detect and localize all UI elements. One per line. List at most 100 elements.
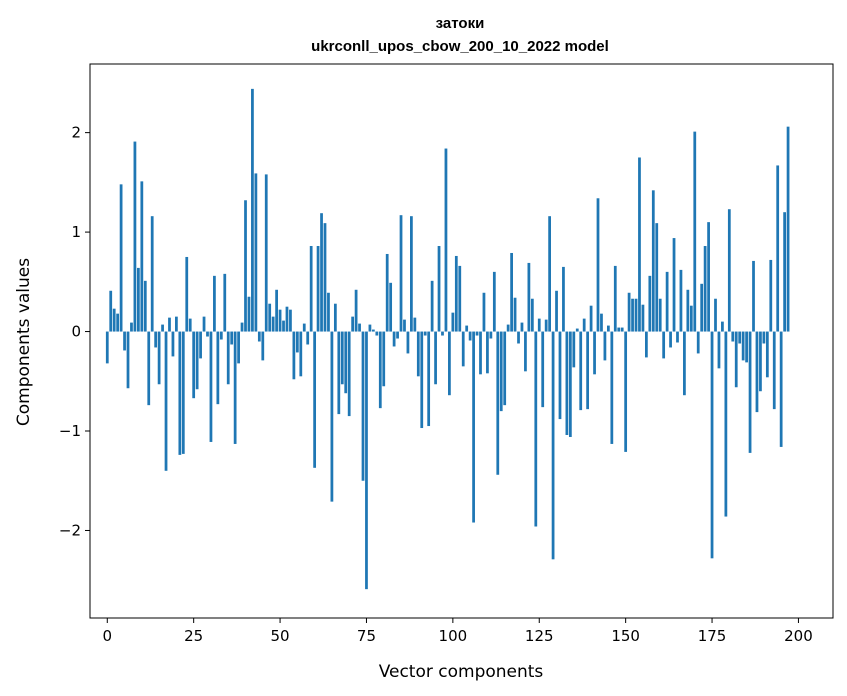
y-tick-label: 0	[71, 323, 81, 341]
bar-component-49	[275, 289, 278, 332]
bar-component-57	[302, 323, 306, 332]
bar-component-107	[475, 331, 479, 336]
bar-component-124	[534, 331, 538, 527]
bar-component-78	[375, 331, 379, 336]
bar-component-30	[209, 331, 213, 442]
bar-component-180	[727, 209, 731, 332]
bar-component-164	[672, 238, 676, 332]
bar-component-131	[558, 331, 562, 420]
bar-component-171	[696, 331, 700, 354]
bar-component-56	[299, 331, 303, 377]
bar-component-2	[112, 308, 116, 332]
bar-component-36	[230, 331, 234, 345]
plot-frame	[89, 63, 834, 619]
bar-component-138	[582, 318, 586, 332]
bar-component-132	[562, 266, 565, 332]
bar-component-87	[406, 331, 410, 354]
bar-component-48	[271, 316, 275, 332]
bar-component-24	[188, 318, 192, 332]
bar-component-114	[499, 331, 503, 412]
bar-component-11	[143, 280, 147, 332]
bar-component-17	[164, 331, 168, 471]
bar-component-20	[175, 316, 178, 332]
chart-title: затоки	[436, 15, 485, 32]
bar-component-185	[745, 331, 748, 363]
bar-component-39	[240, 322, 244, 332]
x-tick-label: 75	[357, 627, 376, 645]
bar-component-127	[544, 319, 548, 332]
bar-component-168	[686, 289, 690, 332]
bar-component-196	[783, 212, 786, 332]
bar-component-33	[219, 331, 223, 340]
bar-component-59	[309, 246, 313, 332]
bar-component-1	[109, 290, 113, 332]
bar-component-141	[593, 331, 596, 375]
bar-component-123	[530, 298, 534, 332]
bar-component-134	[568, 331, 572, 437]
bar-component-58	[306, 331, 310, 345]
bar-component-174	[707, 222, 710, 332]
bar-component-44	[257, 331, 261, 342]
bar-component-179	[724, 331, 728, 517]
bar-component-105	[468, 331, 472, 341]
bar-component-112	[492, 271, 496, 332]
bar-component-68	[340, 331, 344, 385]
bar-component-64	[327, 292, 330, 332]
bar-component-93	[427, 331, 431, 427]
bar-component-40	[244, 200, 247, 332]
bar-component-34	[223, 273, 227, 332]
bar-component-43	[254, 173, 258, 332]
bar-component-79	[378, 331, 382, 409]
bar-component-37	[233, 331, 237, 444]
bar-component-125	[537, 318, 541, 332]
bar-component-45	[261, 331, 265, 361]
bar-component-15	[157, 331, 161, 385]
bar-component-166	[679, 269, 683, 332]
bar-component-162	[665, 271, 669, 332]
bar-component-100	[451, 312, 455, 332]
bar-component-92	[423, 331, 427, 336]
bar-component-35	[226, 331, 230, 385]
bar-component-27	[199, 331, 202, 359]
bar-component-160	[658, 298, 662, 332]
y-tick-label: −1	[59, 422, 81, 440]
bar-component-106	[472, 331, 475, 523]
bar-component-173	[703, 246, 707, 332]
bar-component-149	[620, 327, 624, 332]
bar-component-70	[347, 331, 351, 417]
x-tick-label: 25	[184, 627, 203, 645]
bar-component-84	[396, 331, 399, 339]
bar-component-177	[717, 331, 721, 369]
bar-component-170	[693, 131, 697, 332]
bar-component-186	[748, 331, 752, 453]
bar-component-47	[268, 303, 272, 332]
bar-component-184	[741, 331, 745, 361]
bar-component-10	[140, 181, 144, 332]
bar-component-31	[213, 275, 216, 332]
y-tick-label: 2	[71, 124, 81, 142]
bar-component-4	[119, 184, 123, 332]
bar-component-6	[126, 331, 130, 389]
x-axis-label: Vector components	[379, 662, 544, 682]
bar-component-133	[565, 331, 569, 435]
bar-component-7	[130, 322, 133, 332]
bar-component-183	[738, 331, 742, 344]
bar-component-29	[206, 331, 209, 337]
bar-component-151	[627, 292, 631, 332]
bar-component-13	[150, 216, 154, 332]
bar-component-95	[434, 331, 437, 385]
bar-component-41	[247, 296, 251, 332]
bar-component-119	[517, 331, 520, 344]
bar-component-126	[541, 331, 545, 408]
bar-component-102	[458, 265, 462, 332]
bar-component-194	[776, 165, 780, 332]
bar-component-187	[752, 260, 755, 332]
bar-component-146	[610, 331, 614, 444]
bar-component-89	[413, 317, 417, 332]
bar-component-32	[216, 331, 220, 405]
bar-component-85	[399, 215, 403, 332]
bar-component-155	[641, 304, 645, 332]
bar-component-120	[520, 322, 524, 332]
bar-component-65	[330, 331, 334, 502]
bar-component-76	[368, 324, 372, 332]
